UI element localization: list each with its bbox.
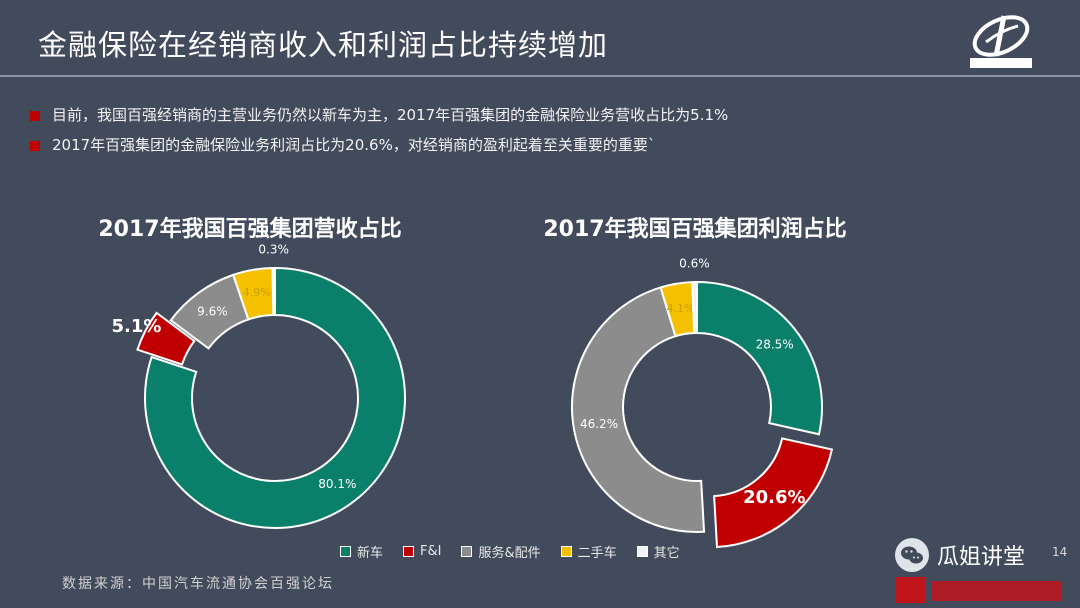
legend-label: 其它 — [653, 545, 680, 561]
page-title: 金融保险在经销商收入和利润占比持续增加 — [38, 28, 609, 62]
slice-fi-chart2 — [713, 437, 834, 549]
data-source: 数据来源：中国汽车流通协会百强论坛 — [62, 576, 334, 592]
title-divider — [0, 75, 1080, 77]
legend-label: F&I — [420, 543, 442, 559]
page-number: 14 — [1052, 545, 1068, 559]
bullet-marker — [30, 141, 40, 151]
data-label-service-chart1: 9.6% — [197, 304, 228, 318]
data-label-new-car-chart1: 80.1% — [318, 477, 356, 491]
bullet-list: 目前，我国百强经销商的主营业务仍然以新车为主，2017年百强集团的金融保险业务营… — [30, 100, 728, 160]
watermark-banner — [895, 577, 1061, 603]
data-label-other-chart2: 0.6% — [679, 257, 710, 271]
legend-item: 二手车 — [560, 541, 617, 561]
legend-item: 新车 — [340, 541, 383, 561]
legend-item: 服务&配件 — [461, 541, 541, 561]
legend-swatch-service — [461, 545, 473, 557]
chart-title-revenue: 2017年我国百强集团营收占比 — [98, 217, 402, 242]
legend-label: 服务&配件 — [478, 545, 541, 561]
legend-item: 其它 — [636, 541, 680, 561]
data-label-used-car-chart2: 4.1% — [667, 302, 695, 315]
bullet-text: 目前，我国百强经销商的主营业务仍然以新车为主，2017年百强集团的金融保险业务营… — [52, 106, 729, 124]
legend-label: 二手车 — [577, 545, 617, 561]
legend-swatch-fi — [403, 545, 415, 557]
data-label-used-car-chart1: 4.9% — [243, 286, 271, 299]
bullet-text: 2017年百强集团的金融保险业务利润占比为20.6%，对经销商的盈利起着至关重要… — [52, 136, 656, 154]
slice-new-car-chart2 — [696, 280, 823, 436]
data-label-fi-chart1: 5.1% — [111, 316, 161, 337]
legend-item: F&I — [403, 541, 441, 561]
watermark: 瓜姐讲堂 — [895, 538, 1025, 572]
data-label-fi-chart2: 20.6% — [743, 487, 805, 508]
data-label-new-car-chart2: 28.5% — [756, 337, 794, 351]
chart-title-profit: 2017年我国百强集团利润占比 — [543, 217, 847, 242]
legend-swatch-other — [636, 545, 648, 557]
data-label-other-chart1: 0.3% — [258, 243, 289, 257]
watermark-text: 瓜姐讲堂 — [937, 545, 1026, 570]
slice-new-car-chart1 — [144, 266, 406, 529]
wechat-icon — [895, 538, 929, 572]
company-logo — [970, 15, 1032, 68]
bullet-item: 目前，我国百强经销商的主营业务仍然以新车为主，2017年百强集团的金融保险业务营… — [30, 100, 728, 130]
legend-label: 新车 — [357, 545, 384, 561]
chart-legend: 新车 F&I 服务&配件 二手车 其它 — [340, 541, 680, 561]
bullet-marker — [30, 111, 40, 121]
slice-fi-chart1 — [136, 311, 196, 366]
slice-service-chart2 — [571, 286, 706, 533]
slice-other-chart2 — [691, 280, 698, 335]
bullet-item: 2017年百强集团的金融保险业务利润占比为20.6%，对经销商的盈利起着至关重要… — [30, 130, 728, 160]
legend-swatch-used-car — [560, 545, 572, 557]
legend-swatch-new-car — [340, 545, 351, 557]
data-label-service-chart2: 46.2% — [580, 417, 618, 431]
slice-other-chart1 — [271, 266, 276, 317]
